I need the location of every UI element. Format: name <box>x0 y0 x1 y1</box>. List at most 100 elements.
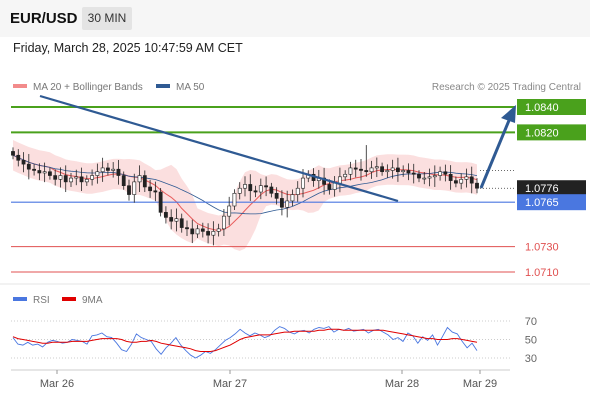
candlestick <box>132 173 137 203</box>
candlestick <box>269 182 274 198</box>
candlestick <box>264 176 268 197</box>
candlestick <box>427 168 432 187</box>
rsi-ma-legend-swatch <box>62 297 76 301</box>
candle-body-up <box>427 176 432 179</box>
candle-body-down <box>396 167 400 173</box>
candlestick <box>148 179 152 198</box>
candle-body-down <box>190 228 195 235</box>
candlestick <box>174 208 179 232</box>
candle-body-down <box>121 175 126 186</box>
candlestick <box>185 220 189 236</box>
candlestick <box>100 157 105 182</box>
candlestick <box>142 170 147 193</box>
trendline <box>39 94 399 203</box>
candle-body-up <box>343 173 348 178</box>
ma50-line <box>12 154 478 215</box>
candle-body-down <box>200 228 205 232</box>
candle-body-down <box>475 182 479 189</box>
candle-body-up <box>369 167 374 173</box>
candle-body-up <box>464 176 469 180</box>
last-price-label: 1.0776 <box>525 183 559 195</box>
candle-body-down <box>359 168 363 171</box>
candle-body-down <box>380 166 384 173</box>
candlestick <box>32 164 36 176</box>
resistance-tag <box>517 124 586 141</box>
pivot-tag <box>517 194 586 211</box>
candle-body-up <box>301 177 305 189</box>
candle-body-down <box>53 175 58 180</box>
candle-body-down <box>153 190 158 193</box>
candle-body-up <box>222 215 226 230</box>
candlestick <box>454 176 458 188</box>
resistance-label: 1.0840 <box>525 102 559 114</box>
candle-body-down <box>327 184 332 190</box>
candlestick <box>211 221 216 246</box>
candlestick <box>285 190 290 218</box>
candle-body-up <box>285 200 290 208</box>
candle-body-up <box>95 171 100 176</box>
candlestick <box>253 185 258 198</box>
candlestick <box>179 213 184 233</box>
candlestick <box>359 159 363 181</box>
symbol-label: EUR/USD <box>10 10 78 27</box>
candlestick <box>411 163 416 184</box>
ma50-legend-swatch <box>156 84 170 88</box>
candlestick <box>364 145 369 177</box>
candle-body-down <box>37 170 42 174</box>
candle-body-up <box>42 171 47 174</box>
candlestick <box>16 149 21 167</box>
candle-body-down <box>127 185 131 195</box>
support-label: 1.0710 <box>525 267 559 279</box>
candlestick <box>195 224 200 238</box>
x-tick-label: Mar 27 <box>213 378 247 390</box>
candle-body-up <box>385 170 390 173</box>
candle-body-up <box>58 175 63 180</box>
rsi-ma-legend-label: 9MA <box>82 295 103 306</box>
candle-body-down <box>274 193 279 199</box>
candlestick <box>469 166 474 194</box>
candlestick <box>385 164 390 178</box>
candlestick <box>248 174 253 201</box>
candlestick <box>121 171 126 190</box>
candle-body-up <box>390 167 395 171</box>
candlestick <box>53 169 58 186</box>
candlestick <box>158 187 163 217</box>
candlestick <box>37 163 42 181</box>
candlestick <box>401 165 406 177</box>
candlestick <box>111 162 116 178</box>
candle-body-down <box>454 180 458 184</box>
resistance-label: 1.0820 <box>525 127 559 139</box>
candle-body-down <box>26 163 31 170</box>
candle-body-down <box>169 217 174 222</box>
rsi-tick-label: 30 <box>525 353 537 365</box>
candle-body-up <box>100 167 105 173</box>
candlestick <box>11 147 15 160</box>
candle-body-up <box>227 205 232 217</box>
x-tick-label: Mar 26 <box>40 378 74 390</box>
candlestick <box>48 167 52 180</box>
candlestick <box>237 182 242 200</box>
x-tick-label: Mar 29 <box>463 378 497 390</box>
candle-body-up <box>348 167 353 175</box>
candlestick <box>95 163 100 184</box>
candle-body-down <box>469 176 474 184</box>
candlestick <box>443 164 448 182</box>
candle-body-down <box>106 167 110 171</box>
candle-body-up <box>295 187 300 195</box>
candlestick <box>243 176 247 197</box>
candle-body-down <box>353 167 358 170</box>
candlestick <box>164 206 168 224</box>
candlestick <box>280 190 284 216</box>
candle-body-up <box>195 228 200 235</box>
rsi-legend-label: RSI <box>33 295 50 306</box>
candlestick <box>343 170 348 181</box>
candlestick <box>396 157 400 182</box>
candlestick <box>79 167 84 192</box>
candle-body-down <box>16 154 21 161</box>
candlestick <box>464 168 469 188</box>
timeframe-button[interactable]: 30 MIN <box>82 7 132 30</box>
candle-body-up <box>374 166 379 169</box>
candle-body-down <box>322 177 326 185</box>
forecast-arrow-head <box>501 105 516 123</box>
candlestick <box>459 173 464 190</box>
